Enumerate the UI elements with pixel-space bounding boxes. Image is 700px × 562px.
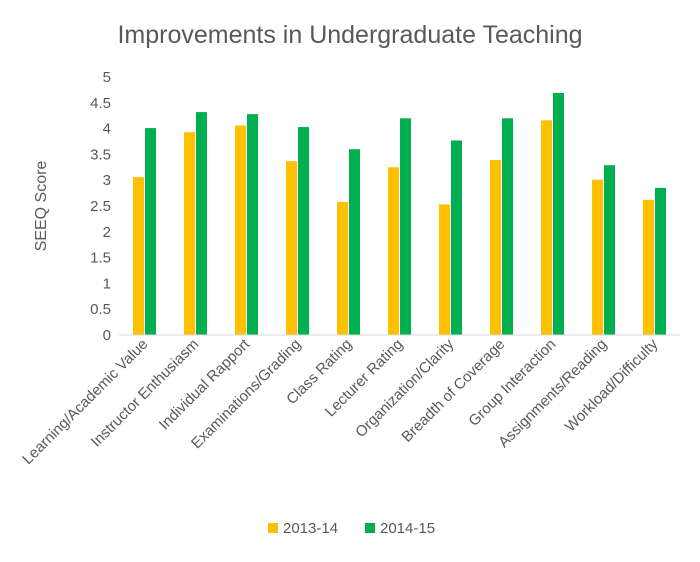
y-tick-label: 2 <box>103 224 111 241</box>
y-tick-label: 0 <box>103 327 111 344</box>
x-tick-label: Workload/Difficulty <box>562 335 662 435</box>
legend: 2013-14 2014-15 <box>268 520 435 537</box>
y-tick-label: 1.5 <box>90 250 111 267</box>
bar-2013-14-7 <box>439 204 450 335</box>
y-tick-label: 2.5 <box>90 198 111 215</box>
chart-title: Improvements in Undergraduate Teaching <box>117 21 582 49</box>
bar-2013-14-2 <box>184 132 195 335</box>
bar-2013-14-1 <box>133 177 144 335</box>
y-tick-label: 3.5 <box>90 146 111 163</box>
bar-2014-15-2 <box>196 112 207 335</box>
bar-2013-14-8 <box>490 160 501 335</box>
bar-2014-15-4 <box>298 127 309 335</box>
bar-2013-14-11 <box>643 199 654 335</box>
bar-2014-15-9 <box>553 92 564 335</box>
bar-2013-14-3 <box>235 125 246 335</box>
y-axis-ticks: 0 0.5 1 1.5 2 2.5 3 3.5 4 4.5 5 <box>90 69 111 344</box>
bar-2014-15-3 <box>247 114 258 335</box>
bar-series-group <box>133 92 666 336</box>
bar-2014-15-11 <box>655 187 666 335</box>
x-tick-label: Organization/Clarity <box>352 335 458 441</box>
bar-2014-15-8 <box>502 118 513 335</box>
y-tick-label: 3 <box>103 172 111 189</box>
bar-2014-15-5 <box>349 149 360 335</box>
x-tick-label: Individual Rapport <box>156 335 254 433</box>
bar-2013-14-6 <box>388 167 399 335</box>
bar-2013-14-9 <box>541 120 552 336</box>
bar-2014-15-10 <box>604 165 615 335</box>
y-axis-title: SEEQ Score <box>33 161 50 252</box>
legend-label: 2014-15 <box>380 520 435 537</box>
y-tick-label: 1 <box>103 275 111 292</box>
bar-2014-15-1 <box>145 128 156 335</box>
legend-swatch <box>365 523 375 533</box>
bar-2013-14-10 <box>592 179 603 335</box>
bar-2014-15-7 <box>451 140 462 335</box>
y-tick-label: 4.5 <box>90 95 111 112</box>
y-tick-label: 4 <box>103 121 111 138</box>
legend-label: 2013-14 <box>283 520 338 537</box>
bar-2013-14-4 <box>286 161 297 335</box>
bar-2014-15-6 <box>400 118 411 335</box>
y-tick-label: 5 <box>103 69 111 86</box>
x-tick-label: Group Interaction <box>465 336 559 430</box>
bar-2013-14-5 <box>337 201 348 335</box>
y-tick-label: 0.5 <box>90 301 111 318</box>
legend-swatch <box>268 523 278 533</box>
